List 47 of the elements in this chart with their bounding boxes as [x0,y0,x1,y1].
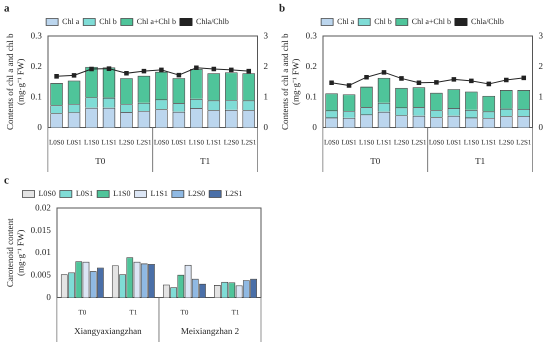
y-tick-label: 0 [46,292,52,302]
y-tick-label: 0.01 [35,247,51,258]
legend-label: Chl a+Chl b [136,17,176,26]
y-tick-label: 0.015 [30,224,52,235]
legend-label: L2S0 [188,189,206,198]
chart-title: b [279,2,286,14]
y-tick-label: 0.1 [30,91,42,102]
y2-tick-label: 0 [264,122,268,132]
legend-label: Chl b [99,17,117,26]
legend-label: L1S1 [150,189,168,198]
y-tick-label: 0.005 [30,270,52,280]
legend-label: Chl a [337,17,355,26]
legend-label: L2S1 [225,189,243,198]
y-tick-label: 0.2 [30,60,42,71]
text: T0 [370,156,381,166]
y2-tick-label: 2 [538,60,543,71]
y-axis-title: Carotenoid content (mg·g⁻¹ FW) [4,218,26,288]
y2-tick-label: 0 [538,122,544,132]
y2-tick-label: 1 [538,91,543,102]
text: T1 [200,156,210,166]
chart-title: a [4,2,10,14]
y-axis-title: Contents of chl a and chl b (mg·g⁻¹ FW) [4,33,26,130]
y-tick-label: 0.1 [306,91,317,102]
legend-label: Chla/Chlb [196,17,229,26]
y-tick-label: 0.2 [306,60,317,71]
y-tick-label: 0.02 [35,202,51,212]
text: T0 [95,156,106,166]
y-tick-label: 0.3 [30,30,42,40]
legend-label: Chla/Chlb [470,17,504,26]
legend-label: Chl a+Chl b [412,17,451,26]
y-tick-label: 0 [37,122,42,132]
y2-tick-label: 3 [264,30,268,40]
legend-label: L1S0 [113,189,131,198]
y-axis-title: Contents of chl a and chl b (mg·g⁻¹ FW) [280,33,301,130]
text: Xiangyaxiangzhan [74,326,142,336]
legend-label: Chl a [62,17,80,26]
legend-label: L0S1 [76,189,94,198]
legend-label: L0S0 [38,189,56,198]
y-tick-label: 0 [312,122,318,132]
y2-tick-label: 1 [264,91,268,102]
text: T1 [475,156,486,166]
y2-tick-label: 2 [264,60,268,71]
y2-tick-label: 3 [538,30,544,40]
y-tick-label: 0.3 [306,30,318,40]
text: Meixiangzhan 2 [180,326,240,336]
legend-label: Chl b [374,17,392,26]
chart-title: c [4,174,9,186]
